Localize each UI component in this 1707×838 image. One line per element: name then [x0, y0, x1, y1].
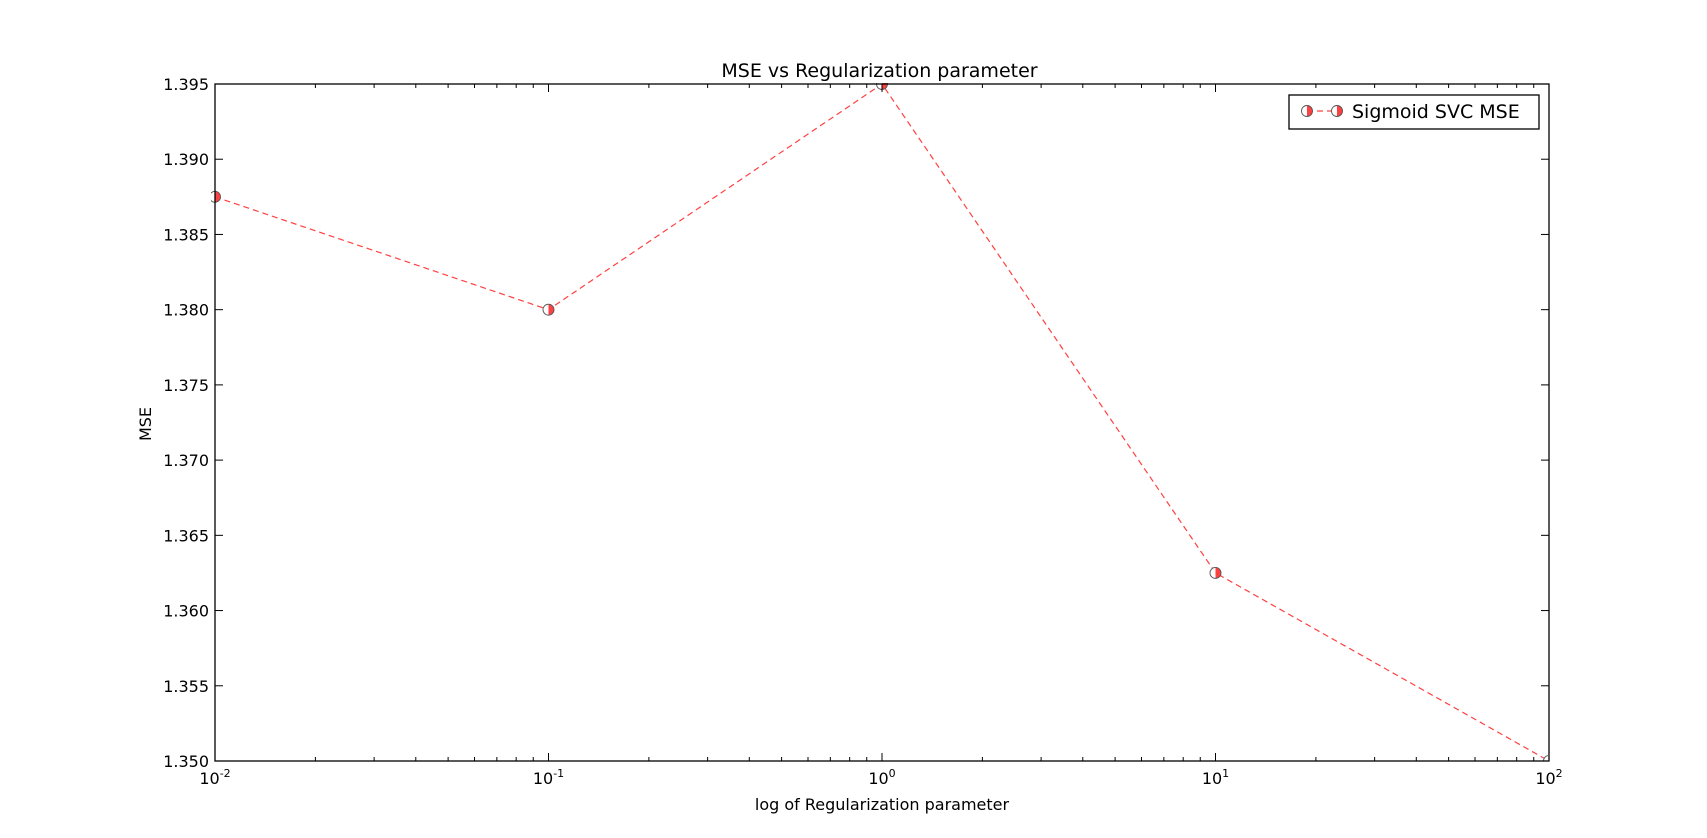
x-tick-label: 101 — [1202, 767, 1229, 788]
legend-label: Sigmoid SVC MSE — [1352, 101, 1520, 123]
x-tick-label: 100 — [868, 767, 895, 788]
x-tick-label: 102 — [1535, 767, 1562, 788]
y-tick-label: 1.380 — [163, 301, 209, 320]
y-tick-label: 1.365 — [163, 526, 209, 545]
data-point — [1543, 755, 1548, 761]
y-tick-label: 1.395 — [163, 75, 209, 94]
x-tick-label: 10-1 — [533, 767, 564, 788]
x-axis-label: log of Regularization parameter — [755, 795, 1010, 814]
y-tick-label: 1.385 — [163, 225, 209, 244]
data-point — [1209, 566, 1222, 579]
chart-title: MSE vs Regularization parameter — [721, 60, 1037, 82]
y-tick-label: 1.370 — [163, 451, 209, 470]
plot-area — [215, 84, 1549, 761]
x-tick-label: 10-2 — [199, 767, 230, 788]
axes: 1.350 1.355 1.360 1.365 1.370 1.375 1.380 1.385… — [163, 75, 1562, 788]
y-tick-label: 1.350 — [163, 752, 209, 771]
data-point — [542, 303, 555, 316]
legend: Sigmoid SVC MSE — [1288, 94, 1540, 130]
y-tick-label: 1.375 — [163, 376, 209, 395]
y-axis-label: MSE — [136, 407, 155, 441]
legend-swatch — [1301, 105, 1343, 117]
y-tick-label: 1.390 — [163, 150, 209, 169]
y-tick-label: 1.360 — [163, 602, 209, 621]
legend-swatch-marker — [1331, 105, 1343, 117]
plot-frame — [214, 83, 1550, 762]
legend-swatch-marker — [1301, 105, 1313, 117]
legend-box — [1288, 94, 1540, 130]
y-tick-label: 1.355 — [163, 677, 209, 696]
